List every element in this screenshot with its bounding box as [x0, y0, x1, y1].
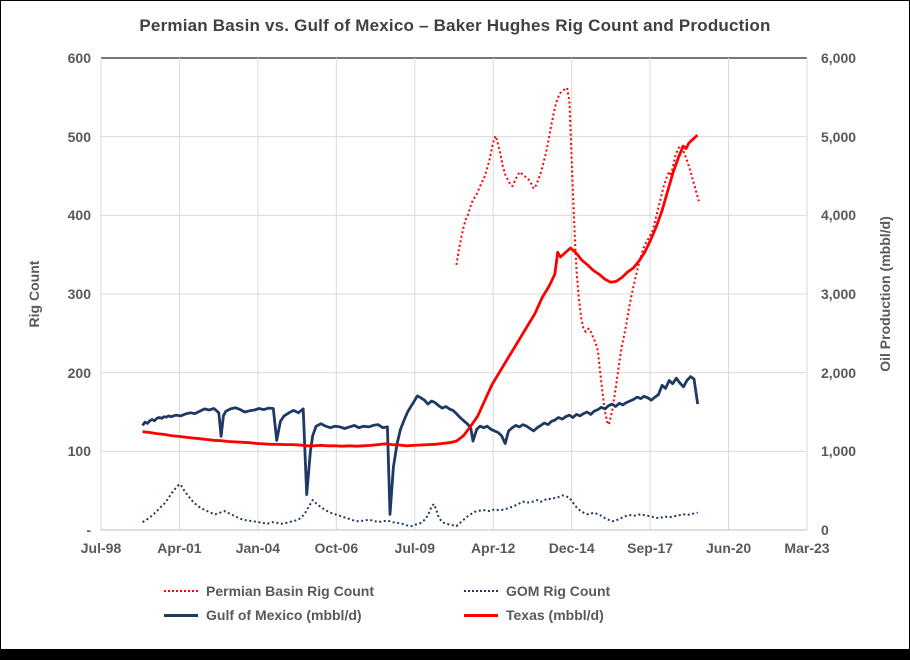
legend: Permian Basin Rig Count GOM Rig Count Gu…: [101, 582, 807, 624]
series-texas-mbbl-d-: [142, 134, 699, 448]
x-axis-tick-label: Oct-06: [314, 540, 359, 556]
window-bottom-edge: [1, 649, 909, 659]
legend-item-texas-production: Texas (mbbl/d): [464, 606, 744, 624]
right-axis-title: Oil Production (mbbl/d): [877, 216, 893, 372]
right-axis-tick-label: 0: [821, 522, 829, 538]
right-axis-tick-label: 5,000: [821, 128, 857, 145]
right-axis-tick-label: 3,000: [821, 286, 857, 302]
solid-line-marker-icon: [464, 613, 498, 617]
right-axis-tick-label: 1,000: [821, 443, 857, 460]
left-axis-tick-label: 200: [67, 364, 91, 381]
legend-item-gom-rig-count: GOM Rig Count: [464, 582, 744, 600]
chart-title: Permian Basin vs. Gulf of Mexico – Baker…: [139, 16, 771, 35]
left-axis-tick-label: 100: [67, 443, 91, 460]
left-axis-tick-label: -: [86, 522, 91, 538]
left-axis-title: Rig Count: [26, 260, 42, 328]
right-axis-tick-label: 4,000: [821, 207, 857, 224]
left-axis-tick-label: 500: [67, 128, 91, 145]
legend-item-permian-rig-count: Permian Basin Rig Count: [164, 582, 464, 600]
legend-item-gom-production: Gulf of Mexico (mbbl/d): [164, 606, 464, 624]
right-axis-tick-label: 6,000: [821, 50, 857, 66]
x-axis-tick-label: Jun-20: [705, 540, 752, 556]
dotted-line-marker-icon: [464, 590, 498, 592]
right-axis-tick-label: 2,000: [821, 364, 857, 381]
x-axis-tick-label: Dec-14: [548, 540, 595, 556]
legend-label: GOM Rig Count: [506, 583, 611, 599]
x-axis-tick-label: Jan-04: [235, 540, 281, 556]
legend-label: Texas (mbbl/d): [506, 607, 604, 623]
series-gulf-of-mexico-mbbl-d-: [141, 375, 700, 516]
x-axis-tick-label: Apr-12: [471, 540, 516, 556]
left-axis-tick-label: 400: [67, 207, 91, 224]
legend-label: Gulf of Mexico (mbbl/d): [206, 607, 362, 623]
x-axis-tick-label: Apr-01: [157, 540, 202, 556]
x-axis-tick-label: Sep-17: [627, 540, 674, 556]
series-gom-rig-count: [142, 483, 698, 528]
dotted-line-marker-icon: [164, 590, 198, 592]
solid-line-marker-icon: [164, 613, 198, 617]
legend-label: Permian Basin Rig Count: [206, 583, 375, 599]
left-axis-tick-label: 600: [67, 50, 91, 66]
x-axis-tick-label: Mar-23: [784, 540, 830, 556]
series-permian-basin-rig-count: [455, 86, 700, 426]
x-axis-tick-label: Jul-98: [80, 540, 122, 556]
left-axis-tick-label: 300: [67, 286, 91, 302]
x-axis-tick-label: Jul-09: [394, 540, 435, 556]
